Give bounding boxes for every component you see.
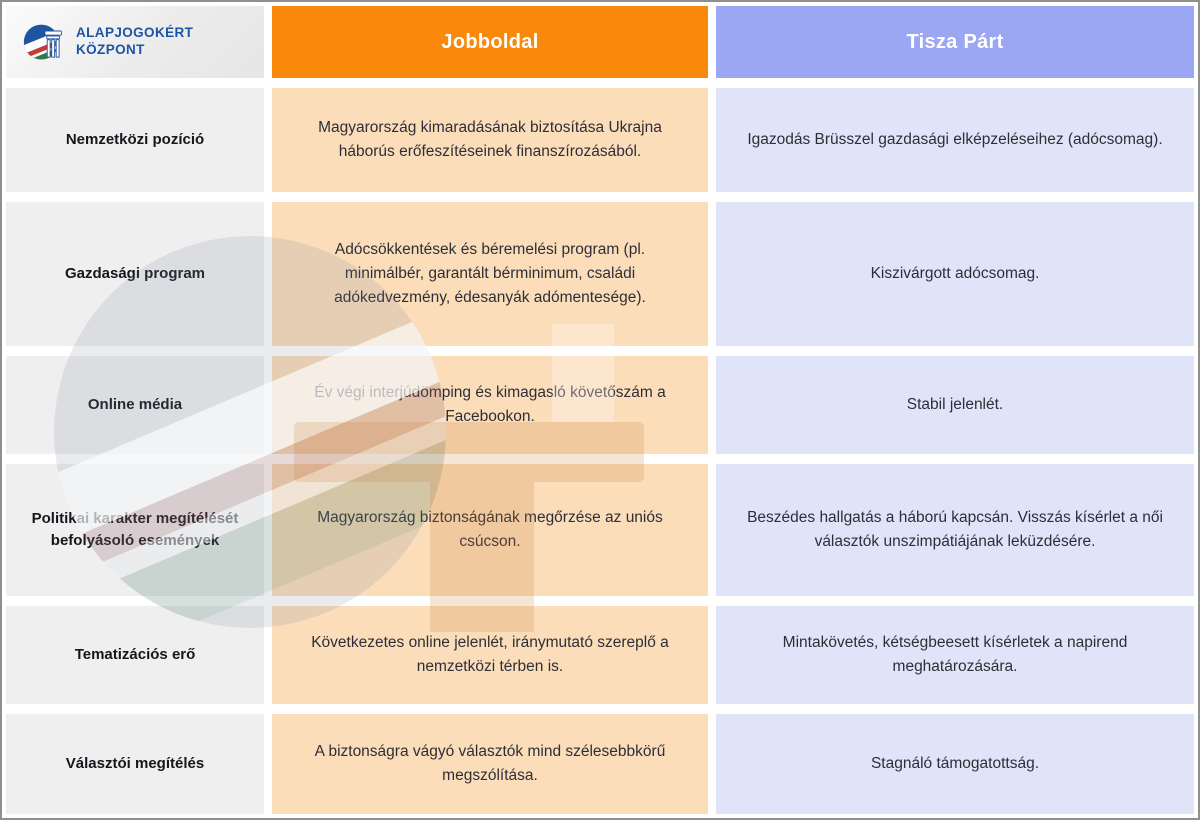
jobboldal-cell: A biztonságra vágyó választók mind széle… [272, 714, 708, 814]
row-label-tematizacios-ero: Tematizációs erő [6, 606, 264, 704]
row-label-gazdasagi-program: Gazdasági program [6, 202, 264, 346]
tisza-cell: Stabil jelenlét. [716, 356, 1194, 454]
column-header-tisza: Tisza Párt [716, 6, 1194, 78]
logo: ALAPJOGOKÉRT KÖZPONT [6, 6, 264, 78]
row-label-online-media: Online média [6, 356, 264, 454]
jobboldal-cell: Következetes online jelenlét, iránymutat… [272, 606, 708, 704]
row-label-politikai-karakter: Politikai karakter megítélését befolyáso… [6, 464, 264, 596]
alapjogokert-kozpont-emblem-icon [22, 20, 66, 64]
jobboldal-cell: Adócsökkentések és béremelési program (p… [272, 202, 708, 346]
logo-line1: ALAPJOGOKÉRT [76, 25, 194, 41]
jobboldal-cell: Magyarország biztonságának megőrzése az … [272, 464, 708, 596]
tisza-cell: Mintakövetés, kétségbeesett kísérletek a… [716, 606, 1194, 704]
tisza-cell: Kiszivárgott adócsomag. [716, 202, 1194, 346]
tisza-cell: Igazodás Brüsszel gazdasági elképzelései… [716, 88, 1194, 192]
comparison-table: ALAPJOGOKÉRT KÖZPONT Jobboldal Tisza Pár… [6, 6, 1194, 814]
logo-line2: KÖZPONT [76, 42, 145, 57]
column-header-jobboldal: Jobboldal [272, 6, 708, 78]
row-label-valasztoi-megiteles: Választói megítélés [6, 714, 264, 814]
row-label-nemzetkozi-pozicio: Nemzetközi pozíció [6, 88, 264, 192]
jobboldal-cell: Magyarország kimaradásának biztosítása U… [272, 88, 708, 192]
tisza-cell: Beszédes hallgatás a háború kapcsán. Vis… [716, 464, 1194, 596]
jobboldal-cell: Év végi interjúdömping és kimagasló köve… [272, 356, 708, 454]
logo-text: ALAPJOGOKÉRT KÖZPONT [76, 25, 193, 59]
tisza-cell: Stagnáló támogatottság. [716, 714, 1194, 814]
